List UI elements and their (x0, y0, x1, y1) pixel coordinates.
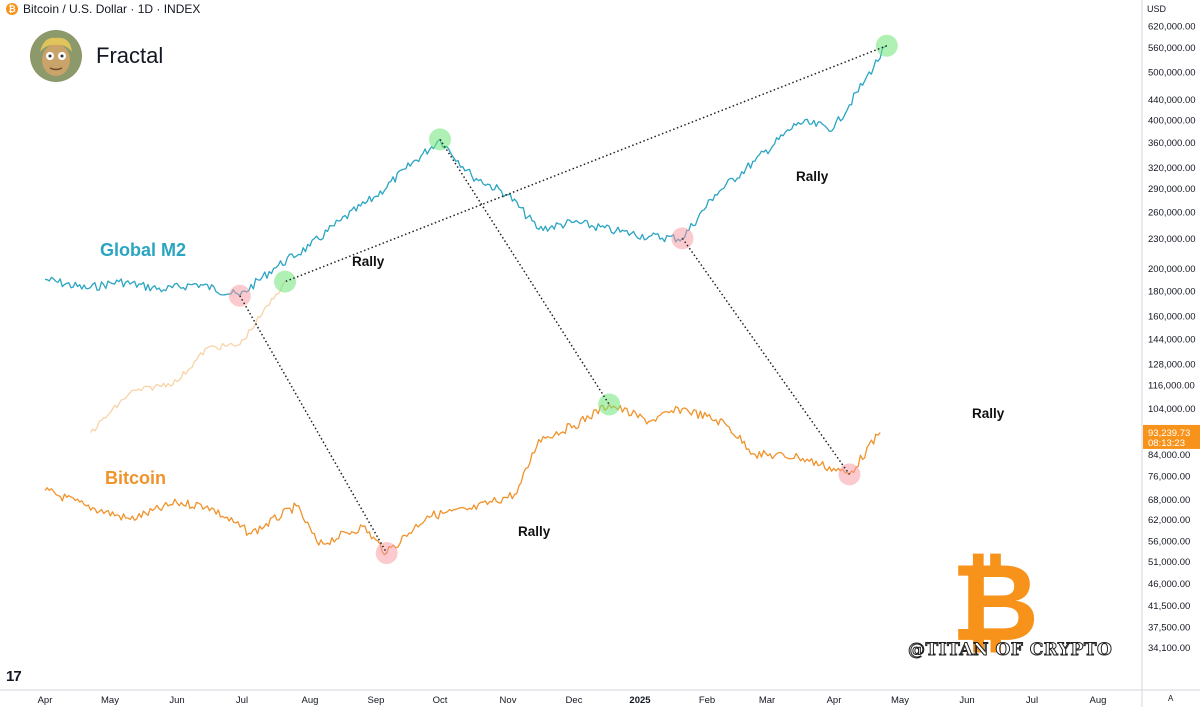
series-label: Bitcoin (105, 468, 166, 488)
series-label: Global M2 (100, 240, 186, 260)
x-tick-label: Jun (959, 695, 974, 706)
currency-label[interactable]: USD (1147, 4, 1167, 14)
rally-label: Rally (972, 406, 1005, 421)
x-tick-label: Jul (236, 695, 248, 706)
x-tick-label: Aug (302, 695, 319, 706)
turning-point-high (274, 270, 297, 293)
rally-label: Rally (796, 169, 829, 184)
y-tick-label: 400,000.00 (1148, 115, 1196, 126)
lag-connector-line (681, 237, 851, 475)
brand: Fractal (30, 30, 163, 82)
y-tick-label: 180,000.00 (1148, 286, 1196, 297)
last-price-tag (1143, 424, 1200, 449)
y-tick-label: 200,000.00 (1148, 264, 1196, 275)
y-tick-label: 56,000.00 (1148, 537, 1190, 548)
y-tick-label: 37,500.00 (1148, 623, 1190, 634)
lag-connector-line (439, 138, 610, 405)
x-tick-label: Sep (368, 695, 385, 706)
x-tick-label: May (891, 695, 909, 706)
x-tick-label: Aug (1090, 695, 1107, 706)
last-price-value: 93,239.73 (1148, 428, 1190, 439)
x-tick-label: Apr (38, 695, 53, 706)
x-tick-label: Nov (500, 695, 517, 706)
x-tick-label: Jul (1026, 695, 1038, 706)
lag-connector-line (284, 45, 888, 283)
x-tick-label: 2025 (629, 695, 651, 706)
cartoon-avatar-icon (30, 30, 82, 82)
bitcoin-logo-icon: ₿ (951, 541, 1039, 666)
y-tick-label: 104,000.00 (1148, 404, 1196, 415)
y-tick-label: 34,100.00 (1148, 643, 1190, 654)
brand-name: Fractal (96, 43, 164, 68)
countdown-timer: 08:13:23 (1148, 438, 1185, 449)
y-tick-label: 128,000.00 (1148, 360, 1196, 371)
y-tick-label: 320,000.00 (1148, 163, 1196, 174)
chart-header: ₿ Bitcoin / U.S. Dollar · 1D · INDEX (6, 2, 200, 16)
y-tick-label: 290,000.00 (1148, 184, 1196, 195)
y-tick-label: 84,000.00 (1148, 450, 1190, 461)
x-tick-label: Jun (169, 695, 184, 706)
y-tick-label: 76,000.00 (1148, 471, 1190, 482)
y-tick-label: 160,000.00 (1148, 312, 1196, 323)
y-tick-label: 116,000.00 (1148, 381, 1195, 392)
x-tick-label: Mar (759, 695, 775, 706)
watermark-handle: @TITAN OF CRYPTO (907, 640, 1113, 661)
lag-connector-line (239, 295, 388, 554)
series-line-bitcoin (44, 403, 881, 556)
tradingview-logo[interactable]: 17 (6, 668, 22, 685)
bitcoin-symbol-icon: ₿ (6, 3, 18, 15)
x-tick-label: Oct (433, 695, 448, 706)
y-tick-label: 144,000.00 (1148, 334, 1196, 345)
auto-scale-button[interactable]: A (1168, 694, 1174, 703)
y-tick-label: 68,000.00 (1148, 495, 1190, 506)
series-line-global-m2 (44, 45, 888, 297)
rally-label: Rally (518, 524, 551, 539)
y-tick-label: 360,000.00 (1148, 138, 1196, 149)
series-line-projection (89, 281, 286, 433)
y-tick-label: 46,000.00 (1148, 579, 1190, 590)
y-tick-label: 500,000.00 (1148, 67, 1196, 78)
chart-title[interactable]: Bitcoin / U.S. Dollar · 1D · INDEX (23, 2, 201, 16)
y-tick-label: 230,000.00 (1148, 234, 1196, 245)
rally-label: Rally (352, 254, 385, 269)
y-tick-label: 41,500.00 (1148, 601, 1190, 612)
y-tick-label: 560,000.00 (1148, 43, 1196, 54)
x-tick-label: Dec (566, 695, 583, 706)
x-tick-label: Apr (827, 695, 842, 706)
y-tick-label: 260,000.00 (1148, 208, 1196, 219)
turning-point-high (598, 393, 621, 416)
y-tick-label: 51,000.00 (1148, 557, 1190, 568)
x-tick-label: Feb (699, 695, 715, 706)
y-tick-label: 440,000.00 (1148, 95, 1196, 106)
y-tick-label: 62,000.00 (1148, 515, 1190, 526)
x-tick-label: May (101, 695, 119, 706)
y-tick-label: 620,000.00 (1148, 21, 1196, 32)
avatar (30, 30, 82, 82)
